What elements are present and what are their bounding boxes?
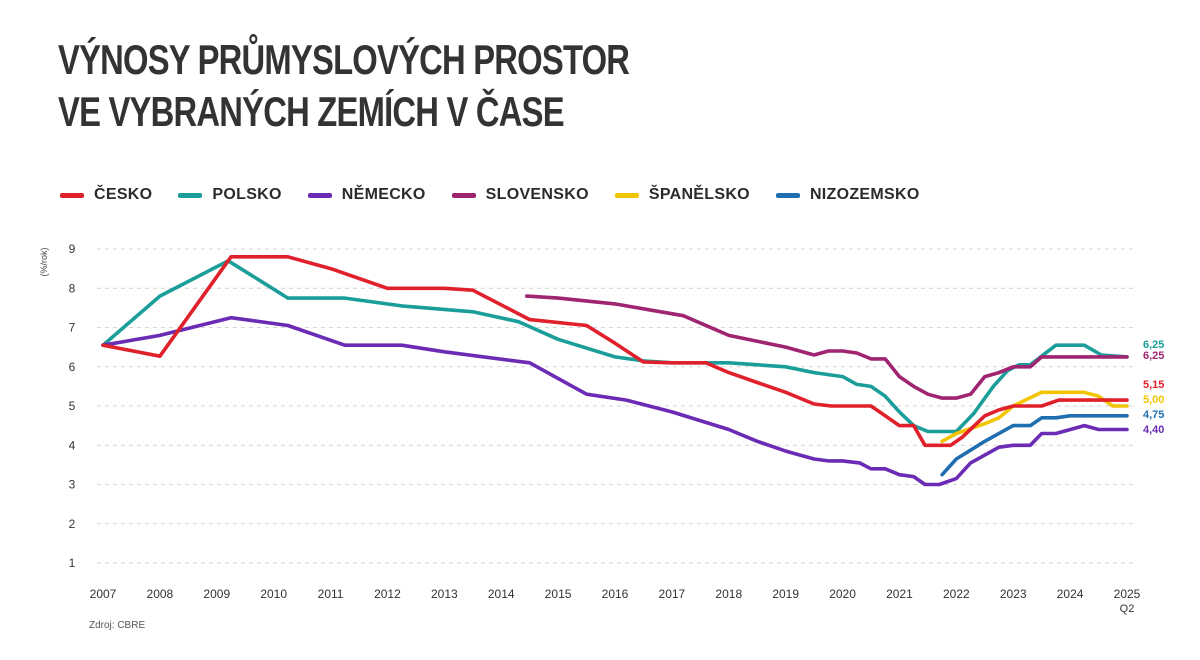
- x-tick-label: 2016: [602, 587, 629, 601]
- x-tick-label: 2023: [1000, 587, 1027, 601]
- series-line-3: [101, 315, 1129, 487]
- legend-item: POLSKO: [178, 186, 281, 204]
- x-tick-label: 2013: [431, 587, 458, 601]
- x-tick-label: 2012: [374, 587, 401, 601]
- x-tick-label: 2018: [715, 587, 742, 601]
- x-tick-label: 2019: [772, 587, 799, 601]
- legend-swatch: [614, 192, 639, 198]
- series-line-6: [940, 414, 1129, 477]
- series-end-label: 6,25: [1143, 350, 1164, 362]
- legend-label: POLSKO: [212, 186, 282, 203]
- y-tick-label: 4: [69, 438, 76, 452]
- series-line-4: [525, 294, 1129, 400]
- x-tick-label: 2017: [659, 587, 686, 601]
- chart-title-line-2: VE VYBRANÝCH ZEMÍCH V ČASE: [58, 88, 565, 135]
- y-tick-label: 8: [69, 281, 76, 295]
- y-tick-label: 6: [69, 360, 76, 374]
- y-tick-label: 2: [69, 517, 76, 531]
- chart-title-line-1: VÝNOSY PRŮMYSLOVÝCH PROSTOR: [58, 36, 630, 83]
- legend-swatch: [451, 192, 476, 198]
- x-tick-label: 2007: [90, 587, 117, 601]
- y-tick-label: 5: [69, 399, 76, 413]
- series-end-label: 5,15: [1143, 379, 1164, 391]
- x-tick-label: 2011: [318, 587, 344, 601]
- x-tick-label: 2025: [1114, 587, 1141, 601]
- x-tick-label: 2022: [943, 587, 970, 601]
- legend-swatch: [178, 192, 203, 198]
- series-line-2: [101, 259, 1129, 434]
- legend-swatch: [307, 192, 332, 198]
- legend-label: NĚMECKO: [341, 186, 426, 203]
- series-end-label: 4,75: [1143, 409, 1164, 421]
- x-tick-label: 2021: [886, 587, 913, 601]
- legend-label: NIZOZEMSKO: [809, 186, 920, 203]
- series-end-label: 5,00: [1143, 394, 1164, 406]
- legend-item: NIZOZEMSKO: [775, 186, 920, 204]
- line-chart: 1 2 3 4 5 6 7 8 9 (%/rok) 2007 2008 2009 2010 2011 2012…: [39, 242, 1164, 615]
- chart-legend: ČESKO POLSKO NĚMECKO SLOVENSKO ŠPANĚLSKO NIZO…: [60, 186, 946, 204]
- legend-label: SLOVENSKO: [485, 186, 589, 203]
- y-tick-label: 9: [69, 242, 76, 256]
- y-tick-label: 1: [69, 556, 76, 570]
- series-end-label: 4,40: [1143, 424, 1164, 436]
- y-axis-label: (%/rok): [39, 247, 49, 276]
- x-tick-label: 2010: [260, 587, 287, 601]
- legend-item: SLOVENSKO: [451, 186, 589, 204]
- x-tick-sublabel: Q2: [1120, 603, 1135, 615]
- source-note: Zdroj: CBRE: [89, 620, 146, 631]
- legend-item: ČESKO: [60, 186, 152, 204]
- legend-item: ŠPANĚLSKO: [614, 186, 750, 204]
- legend-swatch: [60, 192, 84, 198]
- series-end-label: 6,25: [1143, 339, 1164, 351]
- x-tick-label: 2020: [829, 587, 856, 601]
- series-line-1: [101, 255, 1129, 448]
- legend-swatch: [775, 192, 800, 198]
- legend-item: NĚMECKO: [307, 186, 426, 204]
- y-tick-label: 3: [69, 478, 76, 492]
- x-tick-label: 2015: [545, 587, 572, 601]
- chart-title: VÝNOSY PRŮMYSLOVÝCH PROSTOR VE VYBRANÝCH…: [58, 34, 630, 138]
- y-tick-label: 7: [69, 321, 76, 335]
- x-tick-label: 2024: [1057, 587, 1084, 601]
- legend-label: ŠPANĚLSKO: [648, 186, 750, 203]
- x-tick-label: 2014: [488, 587, 515, 601]
- x-tick-label: 2008: [147, 587, 174, 601]
- x-tick-label: 2009: [203, 587, 230, 601]
- legend-label: ČESKO: [94, 186, 153, 203]
